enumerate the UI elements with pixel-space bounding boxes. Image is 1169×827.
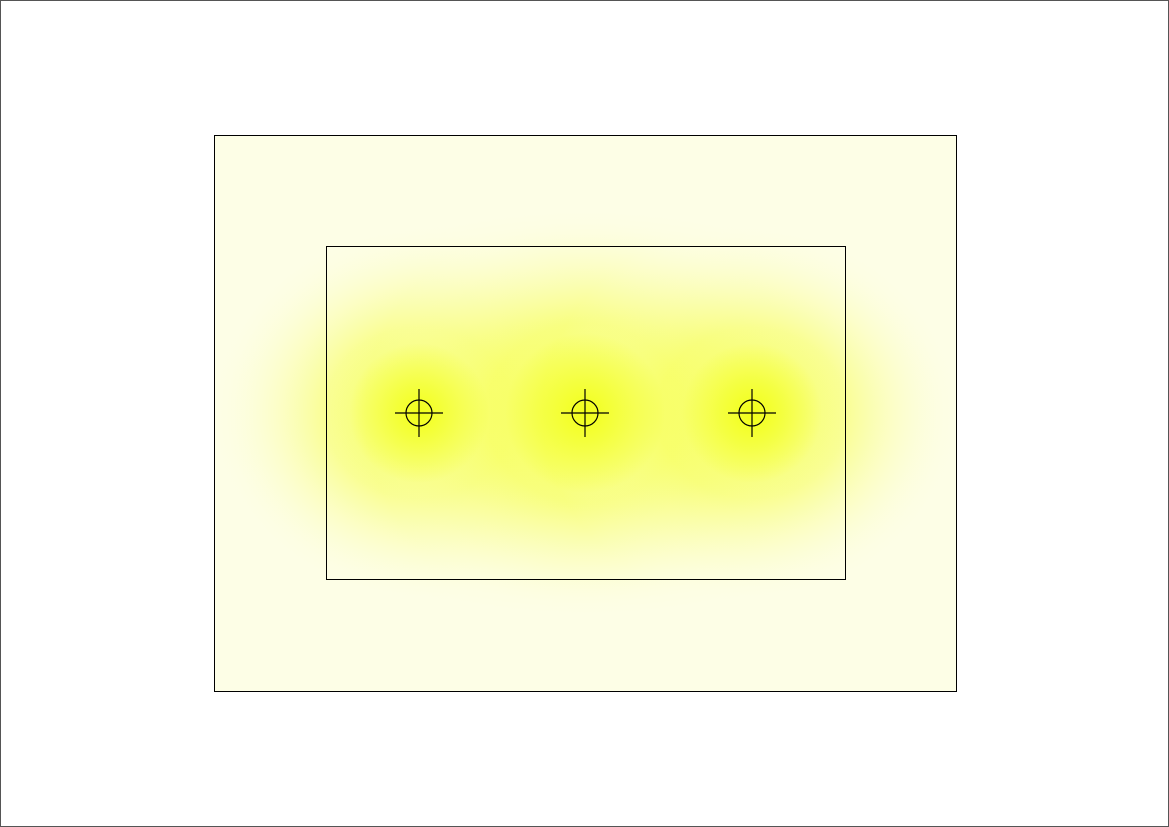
- inner-area: [326, 246, 846, 580]
- light-source-right[interactable]: [728, 389, 776, 437]
- crosshair-circle-icon: [561, 389, 609, 437]
- light-source-left[interactable]: [395, 389, 443, 437]
- crosshair-circle-icon: [395, 389, 443, 437]
- outer-area: [214, 135, 957, 692]
- crosshair-circle-icon: [728, 389, 776, 437]
- light-source-center[interactable]: [561, 389, 609, 437]
